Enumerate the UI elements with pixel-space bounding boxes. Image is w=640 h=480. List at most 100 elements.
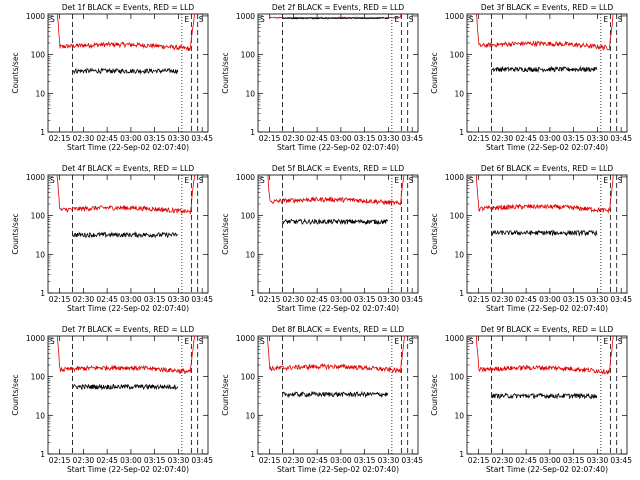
marker-label-s-end: S [618,337,623,346]
x-tick-label: 02:30 [73,456,95,465]
panel-title: Det 6f BLACK = Events, RED = LLD [481,164,614,173]
series-events-black [282,218,389,226]
series-lld-red [476,336,614,375]
x-tick-label: 03:15 [563,456,585,465]
y-axis-label: Counts/sec [430,213,439,254]
y-tick-label: 100 [241,212,256,221]
x-axis-label: Start Time (22-Sep-02 02:07:40) [277,304,399,313]
marker-label-s-end: S [409,15,414,24]
marker-label-e: E [603,15,608,24]
y-axis-label: Counts/sec [11,213,20,254]
x-tick-label: 02:15 [259,295,281,304]
x-tick-label: 02:45 [515,456,537,465]
series-lld-red [267,336,405,374]
y-tick-label: 1 [250,450,255,459]
x-tick-label: 03:45 [610,295,632,304]
x-tick-label: 03:00 [330,295,352,304]
x-tick-label: 02:30 [492,295,514,304]
marker-label-s: S [260,176,265,185]
x-tick-label: 02:45 [96,295,118,304]
x-tick-label: 02:45 [306,134,328,143]
marker-label-s: S [469,337,474,346]
y-tick-label: 1000 [236,12,255,21]
x-tick-label: 03:30 [168,134,190,143]
panel-det-8f: Det 8f BLACK = Events, RED = LLD 1 10 100 10… [221,325,423,474]
x-tick-label: 03:30 [168,295,190,304]
x-tick-label: 03:15 [144,134,166,143]
x-tick-label: 03:45 [191,295,213,304]
panel-det-6f: Det 6f BLACK = Events, RED = LLD 1 10 100 10… [430,164,632,313]
marker-label-s: S [50,337,55,346]
x-tick-label: 03:00 [539,456,561,465]
panel-det-9f: Det 9f BLACK = Events, RED = LLD 1 10 100 10… [430,325,632,474]
series-events-black [282,17,389,20]
x-tick-label: 03:30 [378,295,400,304]
x-tick-label: 02:45 [515,295,537,304]
x-tick-label: 02:30 [283,134,305,143]
series-events-black [491,229,598,237]
y-tick-label: 10 [245,250,255,259]
x-tick-label: 02:45 [306,456,328,465]
x-tick-label: 03:30 [587,456,609,465]
marker-label-e: E [394,176,399,185]
panel-det-7f: Det 7f BLACK = Events, RED = LLD 1 10 100 10… [11,325,213,474]
x-tick-label: 02:15 [468,295,490,304]
x-tick-label: 03:30 [378,134,400,143]
series-events-black [491,392,598,400]
y-tick-label: 1 [40,450,45,459]
marker-label-s: S [469,176,474,185]
plot-frame [257,174,419,294]
y-tick-label: 100 [450,212,465,221]
y-tick-label: 100 [450,51,465,60]
x-axis-label: Start Time (22-Sep-02 02:07:40) [486,465,608,474]
x-tick-label: 02:30 [492,134,514,143]
plot-frame [257,335,419,455]
x-tick-label: 03:00 [330,134,352,143]
panel-title: Det 7f BLACK = Events, RED = LLD [62,325,195,334]
series-lld-red [57,336,195,375]
x-axis-label: Start Time (22-Sep-02 02:07:40) [486,304,608,313]
y-tick-label: 100 [241,51,256,60]
series-lld-red [267,175,405,206]
x-tick-label: 03:45 [401,295,423,304]
x-tick-label: 03:45 [191,456,213,465]
y-tick-label: 1000 [445,334,464,343]
y-tick-label: 100 [31,212,46,221]
x-tick-label: 02:30 [73,295,95,304]
marker-label-e: E [603,337,608,346]
x-axis-label: Start Time (22-Sep-02 02:07:40) [277,465,399,474]
x-tick-label: 03:15 [563,134,585,143]
x-axis-label: Start Time (22-Sep-02 02:07:40) [67,143,189,152]
x-tick-label: 03:15 [354,134,376,143]
x-tick-label: 03:00 [120,134,142,143]
y-axis-label: Counts/sec [430,374,439,415]
x-tick-label: 03:15 [144,456,166,465]
plot-frame [466,174,628,294]
plot-frame [47,335,209,455]
marker-label-e: E [184,176,189,185]
marker-label-s-end: S [409,176,414,185]
x-tick-label: 02:15 [468,134,490,143]
marker-label-s-end: S [618,176,623,185]
y-tick-label: 1 [40,128,45,137]
marker-label-s: S [50,176,55,185]
y-tick-label: 1000 [26,173,45,182]
panel-title: Det 3f BLACK = Events, RED = LLD [481,3,614,12]
marker-label-s-end: S [199,15,204,24]
series-events-black [491,65,598,73]
marker-label-s-end: S [199,176,204,185]
plot-frame [47,13,209,133]
panel-title: Det 2f BLACK = Events, RED = LLD [272,3,405,12]
x-tick-label: 03:45 [401,456,423,465]
y-tick-label: 1000 [26,12,45,21]
marker-label-s: S [469,15,474,24]
x-axis-label: Start Time (22-Sep-02 02:07:40) [277,143,399,152]
marker-label-e: E [603,176,608,185]
marker-label-e: E [184,15,189,24]
x-tick-label: 02:45 [306,295,328,304]
panel-title: Det 4f BLACK = Events, RED = LLD [62,164,195,173]
series-lld-red [56,14,195,52]
y-tick-label: 1000 [236,173,255,182]
x-tick-label: 03:00 [120,295,142,304]
x-tick-label: 03:00 [539,295,561,304]
